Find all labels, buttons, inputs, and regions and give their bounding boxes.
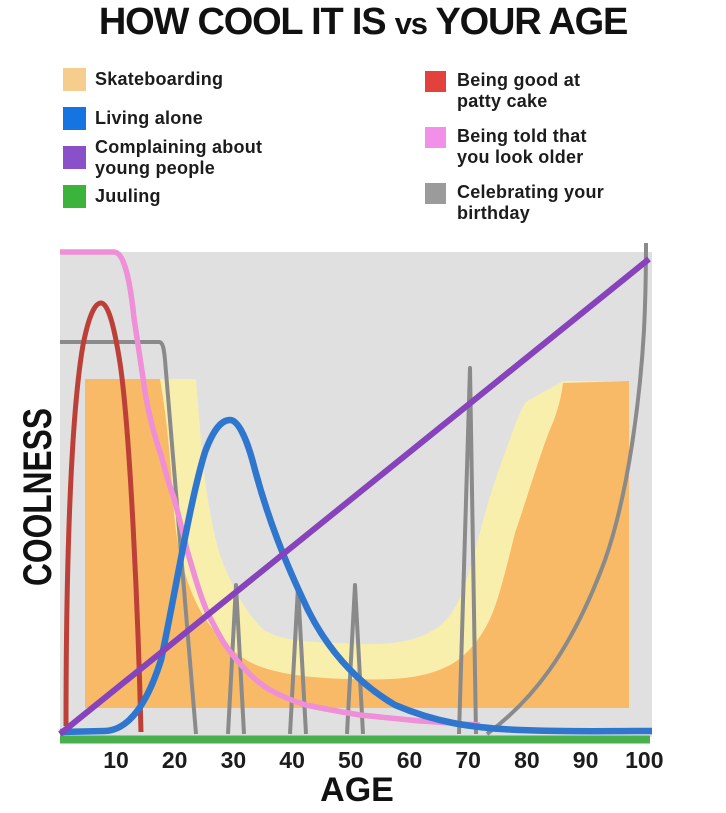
svg-text:50: 50 [338, 747, 364, 773]
svg-text:60: 60 [397, 747, 423, 773]
svg-text:100: 100 [625, 747, 663, 773]
svg-text:80: 80 [514, 747, 540, 773]
svg-text:COOLNESS: COOLNESS [16, 408, 60, 586]
svg-text:30: 30 [221, 747, 247, 773]
svg-text:40: 40 [279, 747, 305, 773]
svg-text:10: 10 [103, 747, 129, 773]
svg-text:70: 70 [455, 747, 481, 773]
svg-text:AGE: AGE [320, 771, 394, 809]
svg-text:90: 90 [573, 747, 599, 773]
svg-text:20: 20 [162, 747, 188, 773]
